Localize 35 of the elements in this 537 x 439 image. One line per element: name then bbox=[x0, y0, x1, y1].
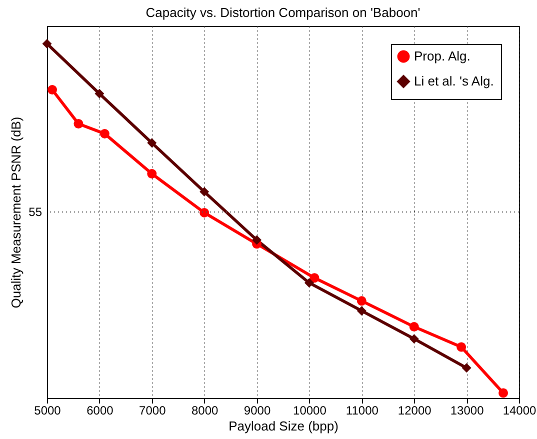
x-tick-label: 8000 bbox=[191, 404, 219, 418]
x-tick-label: 13000 bbox=[450, 404, 484, 418]
point bbox=[147, 169, 157, 178]
x-tick-label: 7000 bbox=[139, 404, 166, 418]
point bbox=[100, 128, 110, 138]
point bbox=[498, 388, 508, 398]
point bbox=[200, 208, 210, 218]
x-tick-label: 10000 bbox=[293, 404, 327, 418]
point bbox=[356, 296, 366, 306]
point bbox=[456, 342, 466, 352]
legend-label: Prop. Alg. bbox=[414, 48, 470, 64]
point bbox=[147, 138, 157, 148]
x-tick-label: 12000 bbox=[398, 404, 432, 418]
x-tick-label: 5000 bbox=[34, 404, 62, 418]
point bbox=[48, 85, 57, 95]
chart-title: Capacity vs. Distortion Comparison on 'Baboon' bbox=[146, 5, 420, 20]
point bbox=[200, 187, 210, 197]
point bbox=[304, 278, 314, 288]
point bbox=[462, 363, 472, 373]
x-tick-label: 11000 bbox=[346, 404, 379, 418]
point bbox=[252, 235, 262, 245]
x-axis-title: Payload Size (bpp) bbox=[228, 418, 338, 434]
legend-label: Li et al. 's Alg. bbox=[414, 74, 494, 88]
point bbox=[310, 273, 320, 283]
x-tick-label: 6000 bbox=[86, 404, 114, 418]
x-tick-label: 9000 bbox=[244, 404, 271, 418]
point bbox=[74, 119, 84, 129]
x-tick-label: 14000 bbox=[502, 404, 537, 418]
point bbox=[356, 306, 366, 316]
point bbox=[42, 38, 52, 48]
point bbox=[94, 88, 104, 98]
point bbox=[409, 322, 419, 332]
point bbox=[409, 334, 419, 344]
text: 55 bbox=[28, 205, 42, 219]
y-axis-title: Quality Measurement PSNR (dB) bbox=[8, 116, 24, 308]
